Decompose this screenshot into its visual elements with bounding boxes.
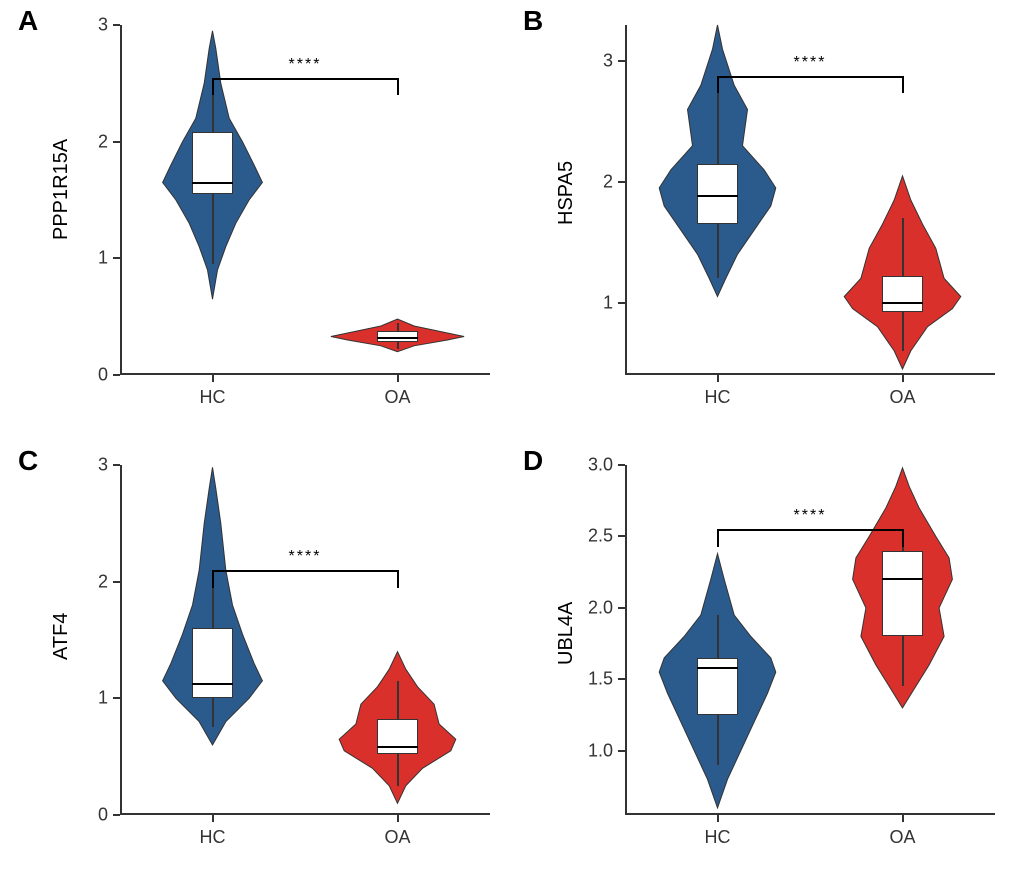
y-tick — [618, 181, 625, 183]
y-tick-label: 3 — [70, 15, 108, 36]
sig-bracket — [213, 570, 398, 572]
median-line — [377, 746, 418, 748]
panel-B: B123HSPA5HCOA**** — [515, 5, 1015, 435]
box-hc — [192, 132, 233, 194]
sig-bracket-drop — [397, 78, 399, 96]
y-tick — [113, 464, 120, 466]
y-tick — [618, 464, 625, 466]
y-tick-label: 1 — [70, 688, 108, 709]
box-oa — [882, 276, 923, 312]
median-line — [882, 578, 923, 580]
y-tick-label: 2.5 — [575, 526, 613, 547]
y-tick-label: 2 — [70, 571, 108, 592]
sig-label: **** — [794, 54, 827, 72]
x-tick-label: OA — [889, 387, 915, 408]
y-tick-label: 0 — [70, 365, 108, 386]
x-tick — [717, 375, 719, 382]
sig-label: **** — [289, 548, 322, 566]
median-line — [192, 182, 233, 184]
y-axis-label: PPP1R15A — [50, 139, 73, 240]
y-tick-label: 1 — [575, 292, 613, 313]
y-tick-label: 2 — [575, 171, 613, 192]
x-tick — [397, 815, 399, 822]
y-tick-label: 3 — [575, 51, 613, 72]
y-tick — [618, 302, 625, 304]
panel-C: C0123ATF4HCOA**** — [10, 445, 510, 875]
y-tick — [113, 374, 120, 376]
y-tick-label: 1.0 — [575, 740, 613, 761]
plot-area: 0123ATF4HCOA**** — [120, 465, 490, 815]
x-tick-label: HC — [705, 827, 731, 848]
y-tick-label: 1 — [70, 248, 108, 269]
y-tick — [113, 814, 120, 816]
y-tick — [618, 535, 625, 537]
x-tick-label: HC — [200, 387, 226, 408]
y-tick — [113, 581, 120, 583]
panel-D: D1.01.52.02.53.0UBL4AHCOA**** — [515, 445, 1015, 875]
median-line — [697, 195, 738, 197]
y-axis-label: UBL4A — [555, 602, 578, 665]
y-tick-label: 2 — [70, 131, 108, 152]
sig-bracket-drop — [717, 529, 719, 547]
sig-bracket-drop — [212, 78, 214, 96]
box-hc — [192, 628, 233, 698]
median-line — [192, 683, 233, 685]
sig-bracket — [213, 78, 398, 80]
panel-label: A — [18, 5, 38, 37]
x-tick-label: OA — [889, 827, 915, 848]
sig-bracket-drop — [717, 76, 719, 94]
figure-grid: A0123PPP1R15AHCOA****B123HSPA5HCOA****C0… — [0, 0, 1020, 885]
y-axis-label: ATF4 — [50, 613, 73, 660]
sig-bracket-drop — [902, 529, 904, 547]
sig-label: **** — [794, 507, 827, 525]
sig-bracket — [718, 76, 903, 78]
sig-bracket-drop — [902, 76, 904, 94]
plot-area: 1.01.52.02.53.0UBL4AHCOA**** — [625, 465, 995, 815]
plot-area: 0123PPP1R15AHCOA**** — [120, 25, 490, 375]
y-tick-label: 3.0 — [575, 455, 613, 476]
box-oa — [377, 719, 418, 754]
sig-bracket-drop — [397, 570, 399, 588]
median-line — [882, 302, 923, 304]
median-line — [697, 667, 738, 669]
violin-layer — [120, 465, 490, 815]
panel-A: A0123PPP1R15AHCOA**** — [10, 5, 510, 435]
median-line — [377, 337, 418, 339]
panel-label: B — [523, 5, 543, 37]
y-tick — [113, 141, 120, 143]
x-tick-label: HC — [705, 387, 731, 408]
plot-area: 123HSPA5HCOA**** — [625, 25, 995, 375]
x-tick — [902, 815, 904, 822]
y-tick-label: 0 — [70, 805, 108, 826]
y-tick — [113, 24, 120, 26]
y-axis-label: HSPA5 — [555, 161, 578, 225]
x-tick-label: OA — [384, 827, 410, 848]
x-tick — [902, 375, 904, 382]
panel-label: D — [523, 445, 543, 477]
x-tick — [397, 375, 399, 382]
y-tick — [113, 697, 120, 699]
x-tick — [717, 815, 719, 822]
sig-label: **** — [289, 56, 322, 74]
x-tick — [212, 375, 214, 382]
sig-bracket — [718, 529, 903, 531]
y-tick-label: 3 — [70, 455, 108, 476]
sig-bracket-drop — [212, 570, 214, 588]
panel-label: C — [18, 445, 38, 477]
y-tick — [618, 678, 625, 680]
y-tick — [113, 257, 120, 259]
box-hc — [697, 164, 738, 224]
y-tick — [618, 607, 625, 609]
box-oa — [882, 551, 923, 637]
y-tick — [618, 750, 625, 752]
y-tick — [618, 60, 625, 62]
x-tick-label: HC — [200, 827, 226, 848]
x-tick-label: OA — [384, 387, 410, 408]
y-tick-label: 1.5 — [575, 669, 613, 690]
x-tick — [212, 815, 214, 822]
y-tick-label: 2.0 — [575, 597, 613, 618]
